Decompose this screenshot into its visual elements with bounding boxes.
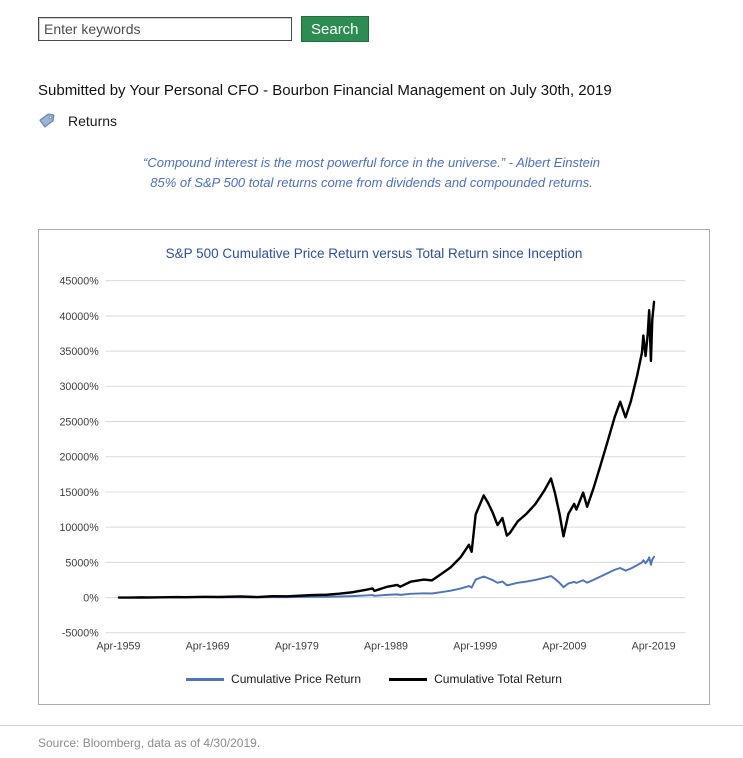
footer-divider: [0, 725, 743, 727]
source-note: Source: Bloomberg, data as of 4/30/2019.: [38, 736, 261, 751]
total-return-line-sample: [389, 677, 428, 681]
chart-title: S&P 500 Cumulative Price Return versus T…: [165, 246, 583, 262]
y-tick-label: 30000%: [59, 381, 99, 393]
chart-legend: Cumulative Price Return Cumulative Total…: [53, 672, 695, 686]
series-line-1: [117, 300, 656, 600]
x-tick-label: Apr-1989: [364, 641, 408, 653]
search-input[interactable]: [38, 17, 292, 41]
legend-label-price-return: Cumulative Price Return: [231, 672, 362, 687]
y-tick-label: 35000%: [59, 346, 99, 358]
chart-container: S&P 500 Cumulative Price Return versus T…: [38, 229, 710, 706]
x-tick-label: Apr-1979: [275, 641, 319, 653]
legend-label-total-return: Cumulative Total Return: [434, 672, 562, 687]
search-button[interactable]: Search: [301, 16, 369, 42]
tag-row: Returns: [38, 112, 705, 129]
x-tick-label: Apr-1959: [96, 641, 140, 653]
legend-item-price-return: Cumulative Price Return: [186, 672, 361, 686]
y-tick-label: 15000%: [59, 487, 99, 499]
y-tick-label: 40000%: [59, 311, 99, 323]
line-chart: 45000% 40000% 35000% 30000% 25000% 20000% 1500…: [59, 276, 686, 653]
x-tick-label: Apr-1969: [186, 641, 230, 653]
y-tick-label: 5000%: [65, 558, 99, 570]
tag-icon: [38, 112, 55, 129]
y-tick-label: 25000%: [59, 417, 99, 429]
y-tick-label: -5000%: [62, 628, 99, 640]
quote-block: “Compound interest is the most powerful …: [0, 153, 743, 193]
byline: Submitted by Your Personal CFO - Bourbon…: [38, 82, 612, 99]
x-tick-label: Apr-1999: [453, 641, 497, 653]
y-tick-label: 20000%: [59, 452, 99, 464]
search-bar: Search: [0, 0, 743, 42]
quote-line-2: 85% of S&P 500 total returns come from d…: [150, 175, 593, 191]
y-tick-label: 10000%: [59, 522, 99, 534]
x-tick-label: Apr-2019: [632, 641, 676, 653]
legend-item-total-return: Cumulative Total Return: [389, 672, 562, 686]
y-tick-label: 0%: [83, 593, 99, 605]
price-return-line-sample: [186, 677, 225, 681]
series-line-0: [117, 556, 656, 599]
y-tick-label: 45000%: [59, 276, 99, 288]
x-tick-label: Apr-2009: [542, 641, 586, 653]
tag-label[interactable]: Returns: [68, 112, 118, 129]
quote-line-1: “Compound interest is the most powerful …: [143, 155, 600, 170]
